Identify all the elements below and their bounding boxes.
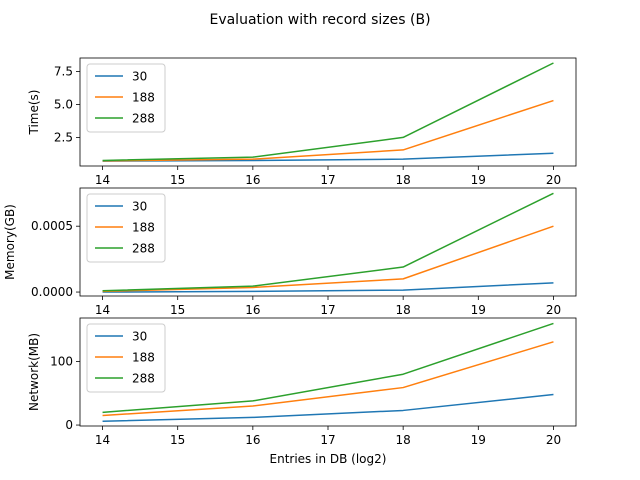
legend: 30 188 288 — [86, 193, 166, 263]
y-tick-label: 7.5 — [54, 65, 73, 79]
x-tick-label: 15 — [170, 173, 185, 187]
x-tick-label: 15 — [170, 433, 185, 447]
series-line-288 — [102, 62, 554, 162]
legend-label-288: 288 — [132, 372, 155, 386]
x-tick-label: 17 — [320, 303, 335, 317]
x-tick-label: 16 — [245, 303, 260, 317]
subplot-2: 14 15 16 17 18 19 20 0.0000 0.0005 Memory(GB) 30 18… — [3, 187, 577, 317]
legend-box — [86, 323, 166, 393]
series-line-288 — [102, 192, 554, 292]
legend-label-288: 288 — [132, 242, 155, 256]
y-axis-label: Memory(GB) — [3, 204, 17, 280]
x-tick-label: 17 — [320, 433, 335, 447]
x-tick-label: 16 — [245, 433, 260, 447]
legend: 30 188 288 — [86, 323, 166, 393]
y-axis-label: Time(s) — [27, 90, 41, 136]
subplots: 14 15 16 17 18 19 202.55.07.5Time(s)3018828814… — [3, 57, 577, 466]
legend-label-188: 188 — [132, 91, 155, 105]
x-tick-label: 14 — [95, 433, 110, 447]
legend-label-188: 188 — [132, 351, 155, 365]
y-tick-label: 0.0000 — [31, 285, 73, 299]
legend-label-30: 30 — [132, 330, 147, 344]
x-tick-label: 18 — [396, 173, 411, 187]
x-tick-label: 19 — [471, 173, 486, 187]
y-tick-label: 5.0 — [54, 97, 73, 111]
y-tick-label: 0.0005 — [31, 219, 73, 233]
x-tick-label: 19 — [471, 303, 486, 317]
x-tick-label: 20 — [546, 303, 561, 317]
x-tick-label: 15 — [170, 303, 185, 317]
series-line-30 — [102, 282, 554, 293]
legend: 30 188 288 — [86, 63, 166, 133]
series-line-288 — [102, 322, 554, 414]
subplot-3: 14 15 16 17 18 19 20 0 100 Network(MB) Entries in … — [27, 317, 577, 466]
subplot-1: 14 15 16 17 18 19 20 2.5 5.0 7.5 Time(s) 30 188 288 — [27, 57, 577, 187]
legend-label-288: 288 — [132, 112, 155, 126]
y-tick-label: 0 — [65, 418, 73, 432]
series-line-188 — [102, 225, 554, 293]
figure-title: Evaluation with record sizes (B) — [209, 12, 430, 28]
x-tick-label: 18 — [396, 303, 411, 317]
y-axis-label: Network(MB) — [27, 333, 41, 411]
x-tick-label: 16 — [245, 173, 260, 187]
x-tick-label: 20 — [546, 433, 561, 447]
series-line-188 — [102, 341, 554, 417]
legend-label-30: 30 — [132, 70, 147, 84]
x-tick-label: 14 — [95, 173, 110, 187]
legend-label-188: 188 — [132, 221, 155, 235]
legend-box — [86, 63, 166, 133]
x-tick-label: 14 — [95, 303, 110, 317]
legend-box — [86, 193, 166, 263]
x-tick-label: 17 — [320, 173, 335, 187]
series-line-30 — [102, 393, 554, 422]
y-tick-label: 2.5 — [54, 130, 73, 144]
y-tick-label: 100 — [50, 355, 73, 369]
x-axis-label: Entries in DB (log2) — [270, 452, 387, 466]
series-line-30 — [102, 152, 554, 162]
x-tick-label: 20 — [546, 173, 561, 187]
legend-label-30: 30 — [132, 200, 147, 214]
series-line-188 — [102, 99, 554, 162]
x-tick-label: 18 — [396, 433, 411, 447]
x-tick-label: 19 — [471, 433, 486, 447]
